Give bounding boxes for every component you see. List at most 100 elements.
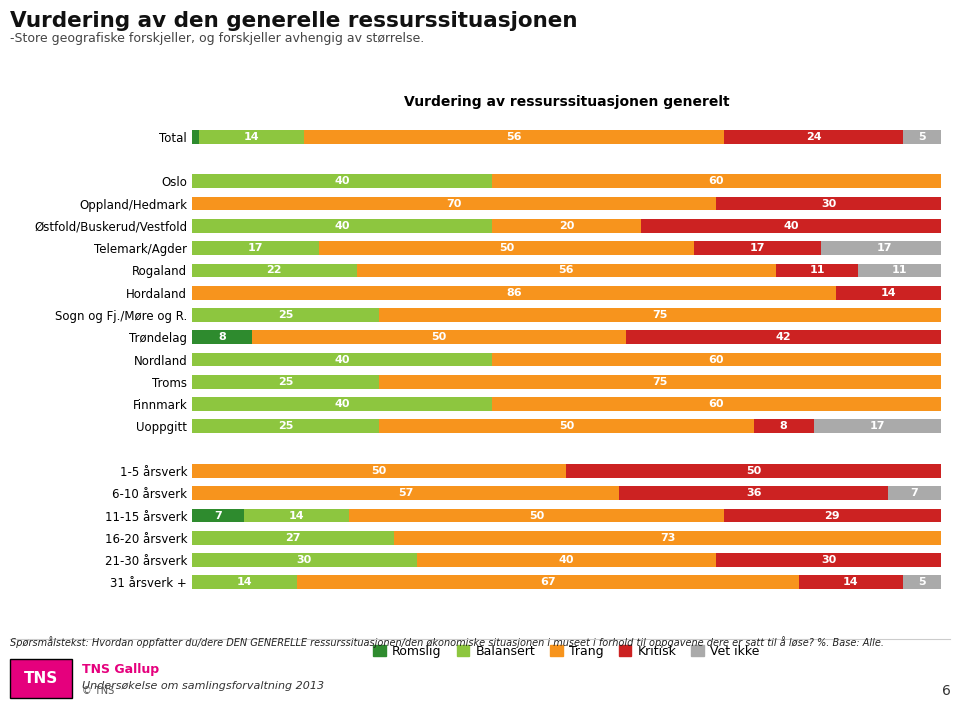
Bar [716, 197, 941, 211]
Bar [799, 575, 903, 589]
Text: TNS: TNS [24, 671, 58, 686]
Bar [192, 464, 566, 478]
Text: 40: 40 [334, 355, 349, 364]
Bar [821, 241, 948, 255]
Bar [304, 130, 724, 144]
Text: 75: 75 [652, 377, 668, 387]
Text: 50: 50 [746, 466, 761, 476]
Legend: Romslig, Balansert, Trang, Kritisk, Vet ikke: Romslig, Balansert, Trang, Kritisk, Vet … [369, 639, 764, 663]
Bar [192, 174, 492, 188]
Text: 22: 22 [267, 265, 282, 276]
Text: 20: 20 [559, 221, 574, 231]
Text: 8: 8 [780, 422, 787, 431]
Text: 50: 50 [529, 510, 544, 520]
Text: 14: 14 [880, 288, 897, 298]
Bar [192, 331, 252, 344]
Text: 56: 56 [559, 265, 574, 276]
Text: TNS Gallup: TNS Gallup [82, 663, 158, 675]
Text: 50: 50 [372, 466, 387, 476]
Text: 30: 30 [297, 555, 312, 565]
Bar [724, 508, 941, 522]
Bar [297, 575, 799, 589]
Bar [492, 219, 641, 233]
Bar [694, 241, 821, 255]
Bar [192, 397, 492, 411]
Bar [858, 264, 941, 277]
Text: 73: 73 [660, 533, 675, 543]
Text: 11: 11 [809, 265, 825, 276]
Text: 5: 5 [919, 577, 925, 587]
Text: © TNS: © TNS [82, 686, 114, 696]
Text: 60: 60 [708, 399, 724, 409]
Text: 40: 40 [334, 221, 349, 231]
Bar [192, 219, 492, 233]
Bar [836, 286, 941, 300]
Bar [192, 130, 200, 144]
Bar [192, 352, 492, 367]
Text: 17: 17 [750, 243, 765, 253]
Text: 50: 50 [499, 243, 515, 253]
Bar [395, 531, 941, 545]
Text: 40: 40 [334, 399, 349, 409]
Bar [192, 486, 619, 500]
Bar [320, 241, 694, 255]
Text: 70: 70 [446, 199, 462, 209]
Text: 30: 30 [821, 555, 836, 565]
Text: Vurdering av ressurssituasjonen generelt: Vurdering av ressurssituasjonen generelt [403, 95, 730, 109]
Text: 86: 86 [506, 288, 522, 298]
Text: 7: 7 [911, 489, 919, 498]
Text: 75: 75 [652, 310, 668, 320]
Bar [252, 331, 626, 344]
Bar [192, 375, 379, 388]
Text: 25: 25 [277, 310, 294, 320]
Bar [566, 464, 941, 478]
Text: 50: 50 [431, 332, 446, 342]
Text: 14: 14 [236, 577, 252, 587]
Bar [192, 197, 716, 211]
Text: 8: 8 [218, 332, 226, 342]
Text: 50: 50 [559, 422, 574, 431]
Text: 11: 11 [892, 265, 907, 276]
Text: 17: 17 [248, 243, 263, 253]
Bar [776, 264, 858, 277]
Bar [200, 130, 304, 144]
Bar [888, 486, 941, 500]
Text: 14: 14 [289, 510, 304, 520]
Bar [724, 130, 903, 144]
Bar [492, 174, 941, 188]
Text: -Store geografiske forskjeller, og forskjeller avhengig av størrelse.: -Store geografiske forskjeller, og forsk… [10, 32, 424, 44]
Bar [379, 308, 941, 322]
Text: 67: 67 [540, 577, 556, 587]
Bar [192, 264, 357, 277]
Bar [903, 130, 941, 144]
Bar [192, 308, 379, 322]
Text: Spørsmålstekst: Hvordan oppfatter du/dere DEN GENERELLE ressurssituasjonen/den ø: Spørsmålstekst: Hvordan oppfatter du/der… [10, 636, 883, 648]
Bar [379, 419, 754, 434]
Text: 57: 57 [397, 489, 413, 498]
Text: 7: 7 [214, 510, 222, 520]
Bar [192, 553, 417, 567]
Text: 60: 60 [708, 176, 724, 186]
Text: 14: 14 [244, 132, 260, 142]
Text: 42: 42 [776, 332, 791, 342]
Text: 17: 17 [876, 243, 893, 253]
Text: 25: 25 [277, 377, 294, 387]
Bar [417, 553, 716, 567]
Bar [245, 508, 349, 522]
Bar [626, 331, 941, 344]
Text: 60: 60 [708, 355, 724, 364]
Bar [641, 219, 941, 233]
Text: 30: 30 [821, 199, 836, 209]
Bar [192, 508, 245, 522]
Text: 40: 40 [783, 221, 799, 231]
Text: 25: 25 [277, 422, 294, 431]
Bar [813, 419, 941, 434]
Bar [492, 397, 941, 411]
Bar [192, 419, 379, 434]
Text: 5: 5 [919, 132, 925, 142]
Bar [754, 419, 813, 434]
Text: 40: 40 [559, 555, 574, 565]
Text: Undersøkelse om samlingsforvaltning 2013: Undersøkelse om samlingsforvaltning 2013 [82, 680, 324, 690]
Text: 24: 24 [805, 132, 822, 142]
Bar [619, 486, 888, 500]
